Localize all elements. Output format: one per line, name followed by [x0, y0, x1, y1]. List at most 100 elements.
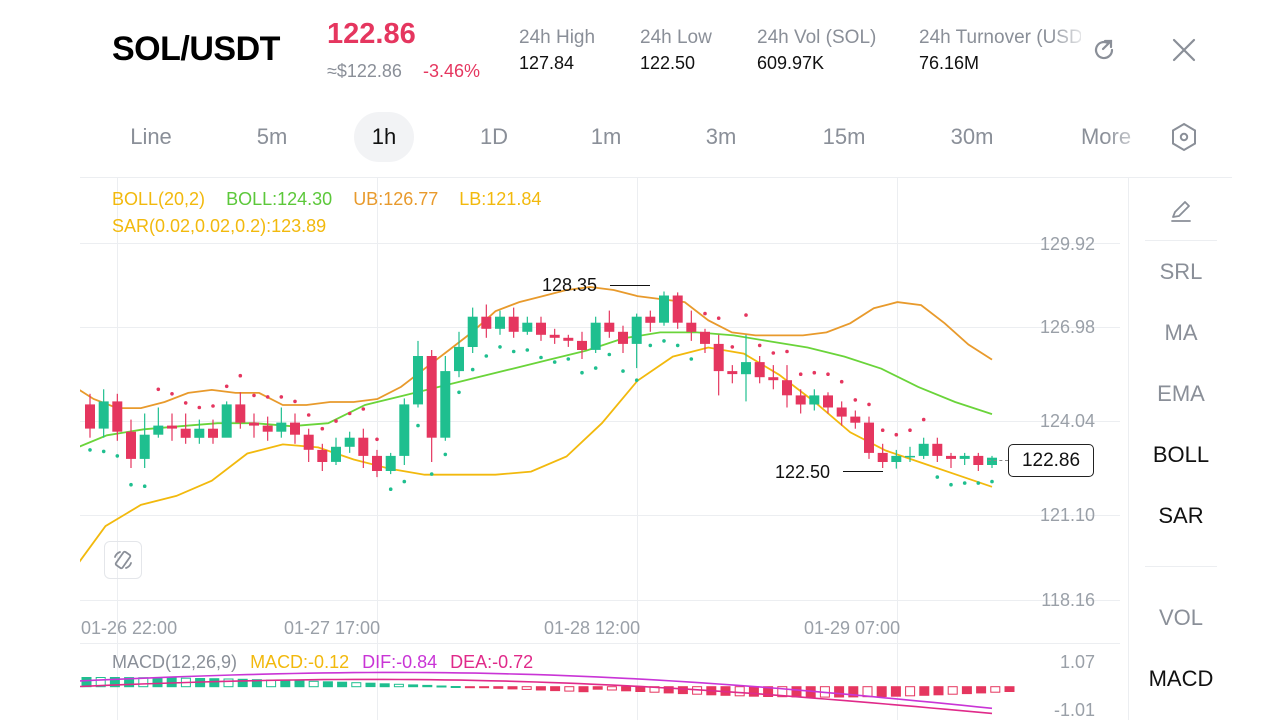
sar-dot	[443, 452, 448, 457]
candlestick-chart[interactable]	[80, 230, 1040, 630]
sar-dot	[730, 345, 735, 349]
sar-dot	[675, 343, 680, 348]
sar-dot	[757, 343, 762, 348]
macd-histogram-bar	[734, 686, 745, 697]
panel-divider	[1145, 240, 1217, 241]
macd-histogram-bar	[322, 681, 333, 688]
indicator-ma[interactable]: MA	[1164, 320, 1198, 345]
candle-body	[577, 340, 587, 350]
macd-histogram-bar	[124, 677, 135, 688]
sar-dot	[798, 372, 803, 376]
gridline	[80, 600, 1120, 601]
macd-histogram-bar	[876, 686, 887, 698]
macd-value: MACD:-0.12	[250, 652, 350, 672]
macd-divider	[80, 643, 1120, 644]
macd-histogram-bar	[422, 684, 433, 688]
macd-histogram-bar	[905, 686, 916, 697]
candle-body	[112, 401, 123, 432]
indicator-boll[interactable]: BOLL	[1152, 442, 1210, 467]
macd-histogram-bar	[237, 678, 248, 688]
candle-body	[221, 404, 232, 438]
rotate-screen-button[interactable]	[104, 541, 142, 579]
candle-body	[905, 455, 915, 458]
candle-body	[153, 425, 164, 435]
sar-dot	[593, 366, 598, 370]
candle-body	[85, 404, 95, 429]
boll-upper-value: UB:126.77	[353, 189, 439, 209]
sar-dot	[197, 405, 202, 410]
gridline	[637, 178, 638, 720]
indicator-srl[interactable]: SRL	[1159, 259, 1203, 284]
sar-dot	[347, 411, 352, 416]
turnover-fade	[1050, 20, 1090, 60]
macd-histogram-bar	[592, 686, 603, 690]
candle-body	[303, 434, 314, 450]
candle-body	[208, 428, 218, 438]
macd-y-tick: -1.01	[1053, 700, 1095, 720]
candle-body	[454, 346, 464, 372]
candle-body	[768, 377, 779, 381]
tab-1d[interactable]: 1D	[479, 124, 509, 149]
candle-body	[331, 446, 341, 462]
tab-15m[interactable]: 15m	[822, 124, 866, 149]
candle-body	[358, 437, 369, 456]
candle-body	[317, 449, 328, 462]
macd-histogram-bar	[550, 686, 561, 692]
candle-body	[180, 428, 191, 438]
last-price: 122.86	[327, 18, 416, 50]
tab-line[interactable]: Line	[130, 124, 172, 149]
indicator-vol[interactable]: VOL	[1158, 605, 1204, 630]
low-annotation-line	[843, 471, 883, 472]
candle-body	[426, 356, 437, 438]
candle-body	[987, 457, 997, 465]
stat-volume-value: 609.97K	[757, 53, 825, 73]
macd-histogram-bar	[337, 681, 348, 688]
macd-chart[interactable]	[80, 655, 1040, 720]
macd-histogram-bar	[493, 686, 504, 689]
tab-5m[interactable]: 5m	[256, 124, 288, 149]
candle-body	[413, 356, 423, 405]
dea-line	[80, 678, 993, 715]
macd-histogram-bar	[95, 677, 106, 688]
sar-dot	[402, 479, 407, 484]
boll-lower-line	[80, 346, 993, 563]
y-tick: 129.92	[1039, 234, 1095, 254]
dif-value: DIF:-0.84	[362, 652, 438, 672]
macd-params: MACD(12,26,9)	[112, 652, 238, 672]
candle-body	[98, 401, 109, 429]
tab-30m[interactable]: 30m	[950, 124, 994, 149]
macd-histogram-bar	[663, 686, 674, 694]
tab-1m[interactable]: 1m	[590, 124, 622, 149]
macd-histogram-bar	[990, 686, 1001, 693]
hexagon-settings-icon[interactable]	[1164, 112, 1204, 162]
candle-body	[713, 343, 724, 372]
sar-dot	[648, 343, 653, 348]
candle-body	[290, 422, 300, 435]
sar-dot	[607, 352, 612, 357]
macd-histogram-bar	[961, 686, 972, 695]
macd-histogram-bar	[479, 686, 490, 689]
indicator-panel: SRL MA EMA BOLL SAR VOL MACD	[1128, 178, 1232, 720]
sar-dot	[908, 428, 912, 432]
macd-histogram-bar	[294, 680, 305, 688]
sar-dot	[935, 475, 940, 479]
candle-body	[536, 322, 546, 335]
close-icon[interactable]	[1169, 35, 1199, 65]
sar-dot	[183, 401, 188, 405]
candle-body	[959, 455, 970, 459]
pencil-icon[interactable]	[1129, 198, 1233, 230]
tab-1h[interactable]: 1h	[354, 112, 414, 162]
share-icon[interactable]	[1089, 35, 1119, 65]
indicator-sar[interactable]: SAR	[1158, 503, 1204, 528]
indicator-ema[interactable]: EMA	[1157, 381, 1205, 406]
tab-3m[interactable]: 3m	[705, 124, 737, 149]
macd-histogram-bar	[507, 686, 518, 690]
sar-dot	[552, 360, 557, 364]
boll-upper-line	[80, 286, 993, 410]
gridline	[117, 178, 118, 720]
sar-dot	[361, 407, 366, 411]
indicator-macd[interactable]: MACD	[1148, 666, 1214, 691]
sar-dot	[826, 372, 830, 376]
macd-histogram-bar	[408, 684, 419, 688]
candle-body	[631, 316, 642, 344]
